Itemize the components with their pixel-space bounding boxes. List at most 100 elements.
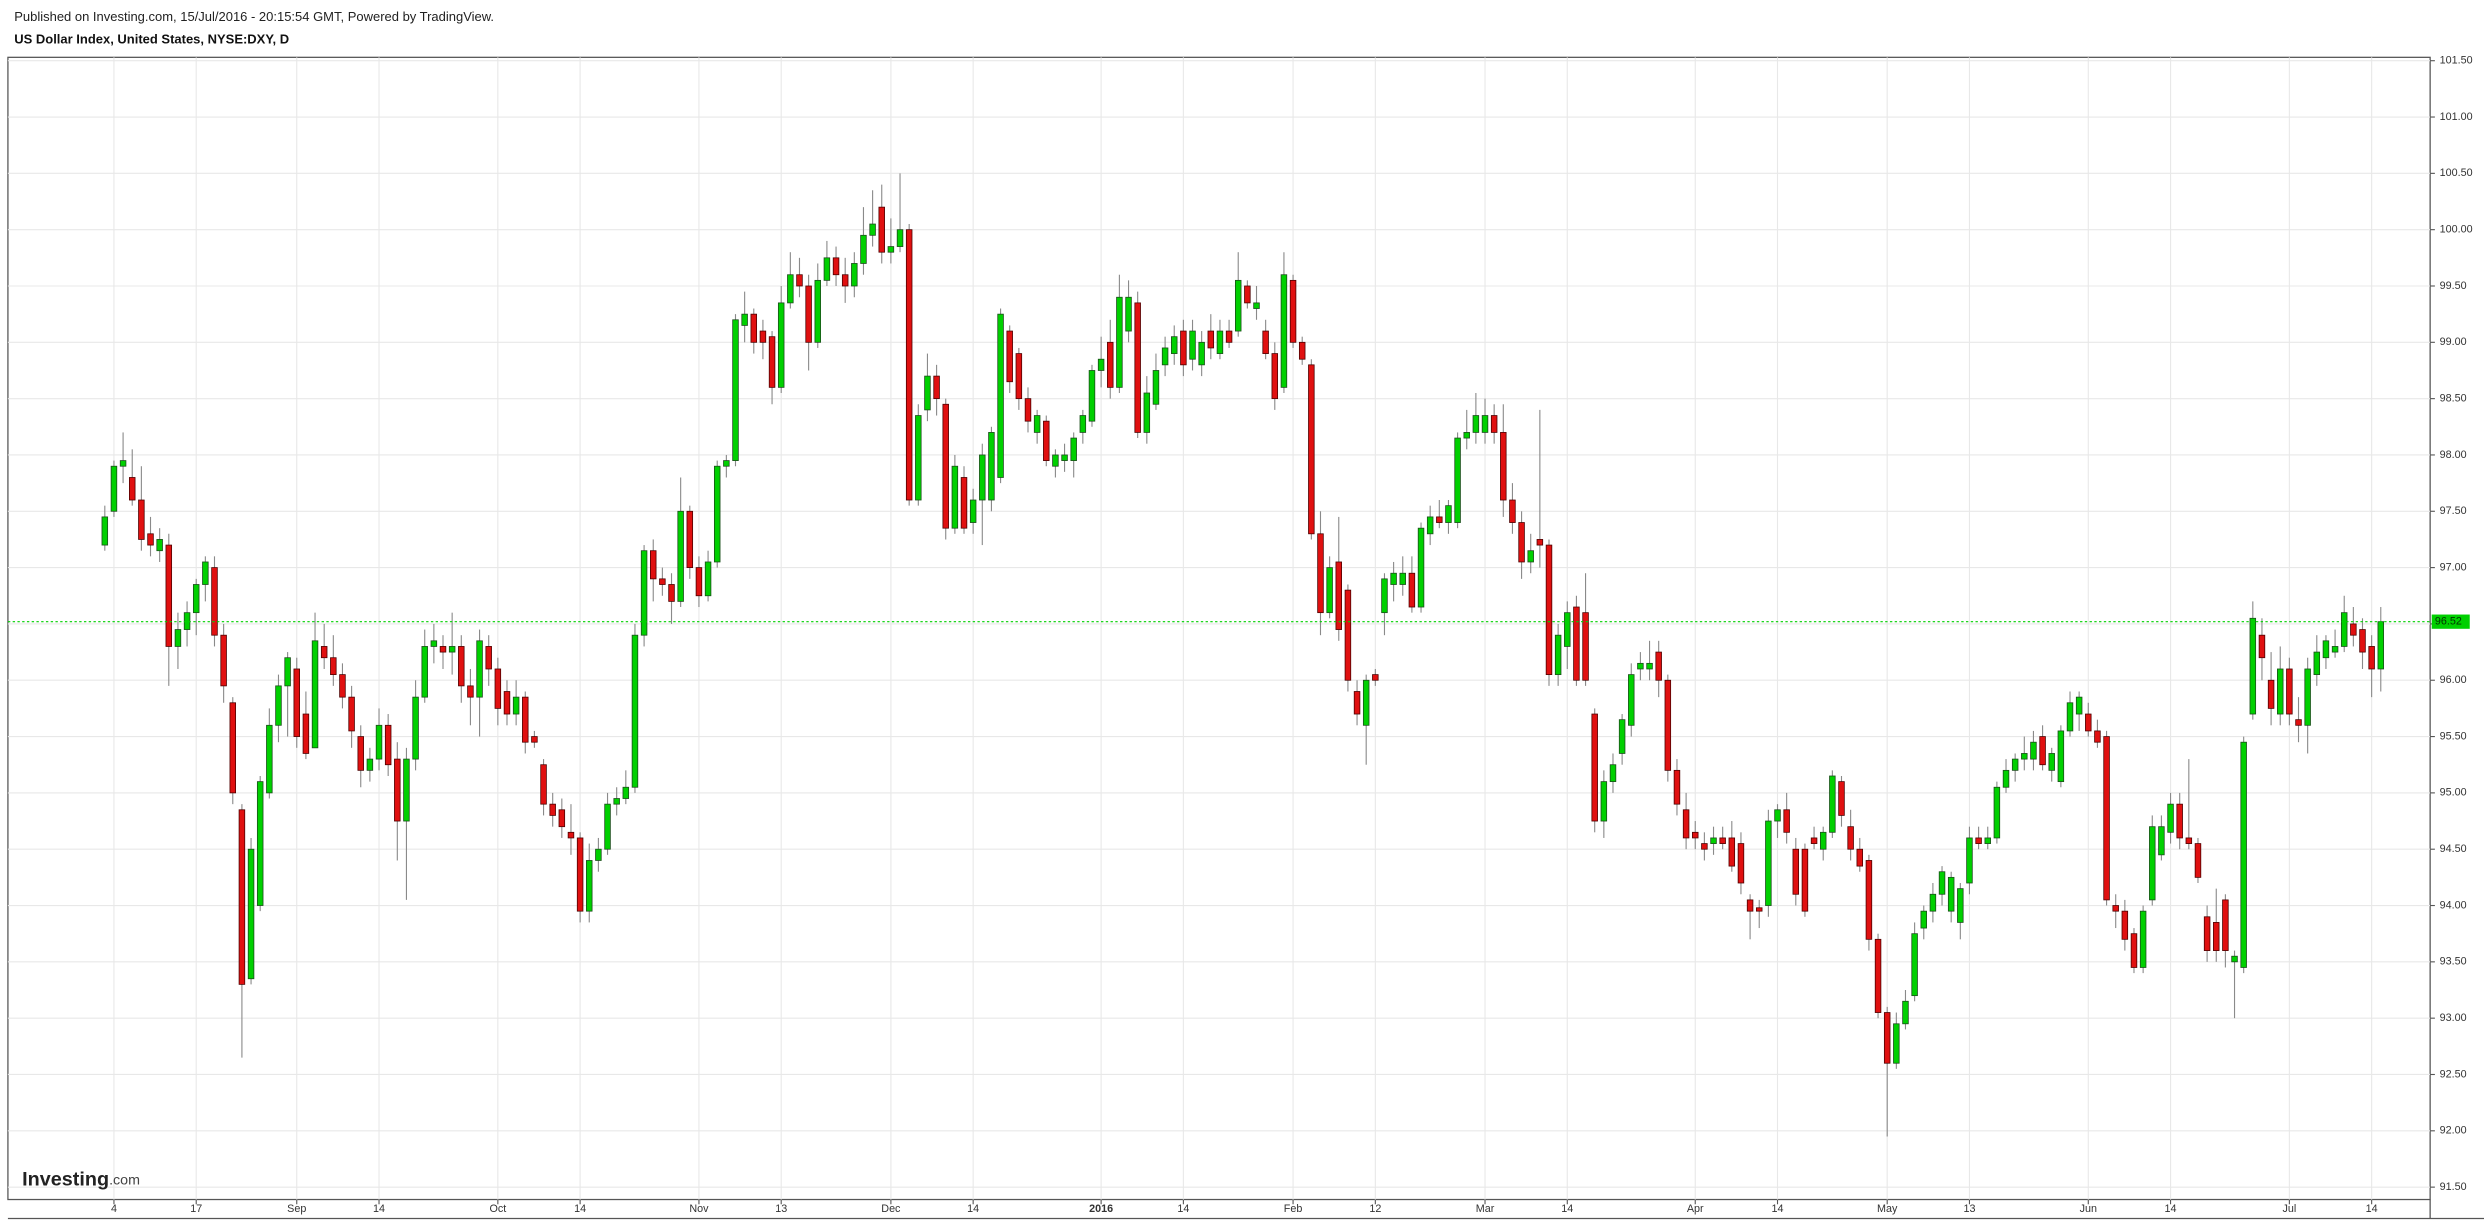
candle-body [1966,837,1973,884]
x-tick-label: 2016 [1089,1203,1113,1215]
candle-body [1399,572,1406,585]
candle-body [311,640,319,749]
candle-body [2185,837,2193,844]
candle-body [494,668,502,709]
candle-body [357,736,364,771]
candle-body [1436,516,1443,523]
candle-body [421,646,428,698]
candle-body [1838,781,1845,816]
candle-body [1326,567,1333,614]
candle-body [101,516,109,546]
candle-body [2277,668,2284,715]
candle-body [1911,933,1918,997]
candle-body [540,764,547,805]
candle-body [1344,589,1352,681]
labels: 91.50 92.00 92.50 93.00 93.50 94.00 94.50 95.00… [111,55,2473,1215]
candle-body [1628,674,1635,726]
candle-body [485,646,492,670]
candle-body [604,803,611,850]
candle-body [138,499,145,540]
candle-body [1573,606,1580,681]
candle-body [1664,679,1672,771]
candle-body [2158,826,2165,856]
x-tick-label: Jul [2282,1203,2296,1215]
candle-body [1225,330,1233,343]
candle-body [997,313,1004,478]
logo-name: Investing.com [22,1169,140,1191]
candle-body [1874,938,1882,1013]
candle-body [247,848,255,980]
candle-body [2231,955,2238,963]
candle-body [668,584,675,602]
candle-body [2030,741,2037,760]
candle-body [1381,578,1388,614]
x-tick-label: 17 [190,1203,202,1215]
y-tick-label: 99.00 [2440,336,2467,348]
candle-body [1893,1023,1900,1064]
candle-body [942,403,949,529]
candle-body [2149,826,2156,901]
candle-body [1582,612,1589,681]
candle-body [1125,296,1132,332]
x-tick-label: 14 [2165,1203,2177,1215]
plot-frame [7,56,2431,1201]
candle-body [2340,612,2348,647]
candle-body [631,634,639,788]
x-tick-label: 14 [1772,1203,1784,1215]
candle-body [805,285,812,343]
candle-body [896,229,904,247]
candle-body [1783,809,1790,833]
candle-body [787,274,794,304]
candle-body [576,837,584,912]
candle-body [119,460,127,467]
candle-body [2194,843,2202,878]
candle-body [1810,837,1818,844]
candle-body [275,685,282,726]
candle-body [1006,330,1013,383]
candle-body [2103,736,2110,901]
candle-body [256,781,264,906]
candle-body [924,375,931,411]
candle-body [2203,916,2211,951]
candle-body [2258,634,2266,659]
candle-body [1253,302,1260,309]
candle-body [695,567,703,597]
candle-body [284,657,291,687]
candle-body [1755,907,1763,912]
candle-body [147,533,154,546]
candle-body [741,313,748,326]
candle-body [1134,302,1141,433]
candle-body [933,375,940,400]
candle-body [1509,499,1516,523]
candle-body [1043,420,1050,461]
candle-body [1792,848,1800,895]
candle-body [1920,910,1927,929]
candle-body [1061,454,1068,461]
candle-body [1107,341,1114,388]
candle-body [969,499,977,523]
logo-suffix: .com [109,1172,140,1188]
candle-body [467,685,474,698]
candle-body [1024,398,1032,422]
candle-body [348,696,355,732]
candle-body [1152,370,1160,405]
y-tick-label: 96.00 [2440,674,2467,686]
candle-body [1819,831,1827,850]
candle-body [1289,279,1297,343]
candle-body [2304,668,2311,726]
x-tick-label: Dec [881,1203,901,1215]
candle-body [165,544,173,647]
candle-body [860,234,867,264]
logo-main: Investing [22,1169,109,1191]
candle-body [1865,860,1873,940]
candle-body [832,257,840,276]
candle-body [1801,848,1809,912]
candle-body [2167,803,2174,833]
candle-body [1280,274,1288,388]
candle-body [1171,336,1178,354]
candle-body [503,691,511,715]
candle-body [512,696,520,715]
candle-body [1097,358,1105,371]
candle-body [1902,1000,1909,1025]
